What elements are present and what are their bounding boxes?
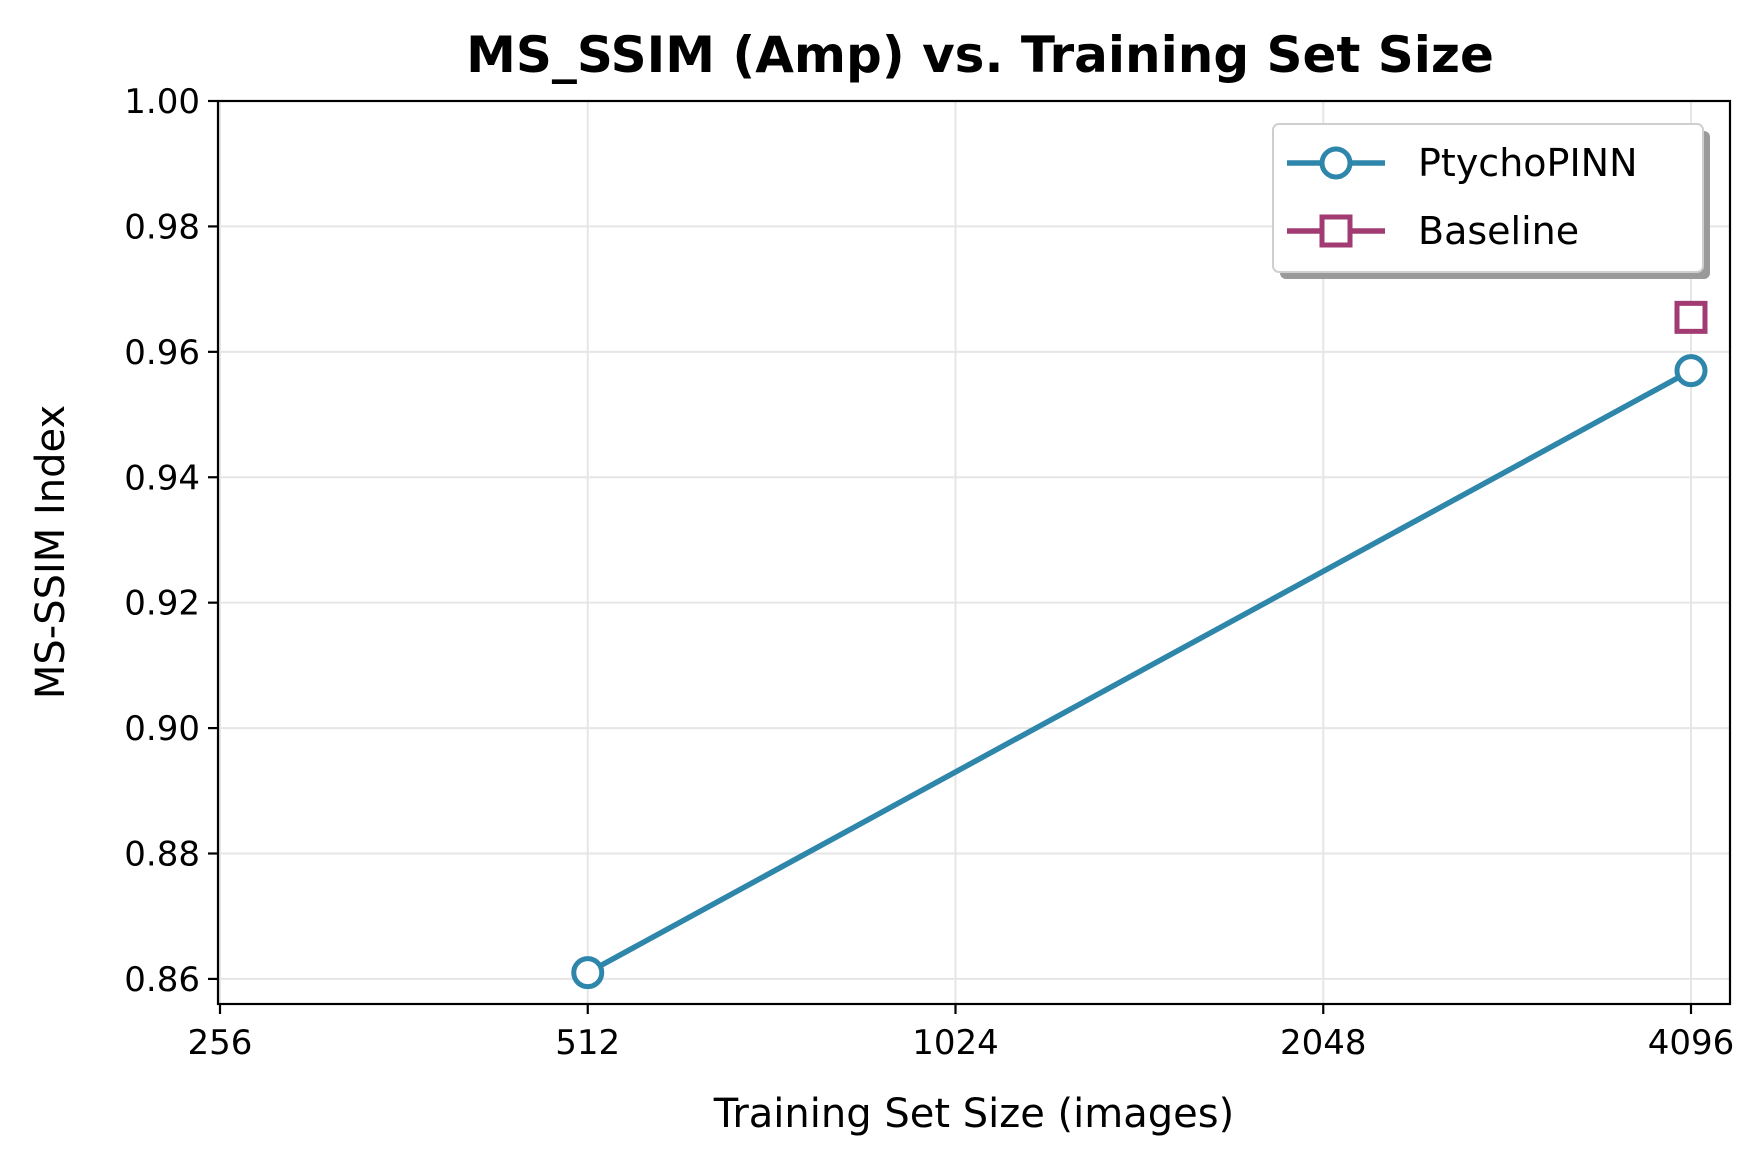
x-axis-ticks: 256 512 1024 2048 4096 — [188, 1004, 1735, 1063]
plot-area-frame — [216, 99, 1732, 1006]
legend: PtychoPINN Baseline — [1272, 123, 1710, 279]
legend-label: Baseline — [1418, 209, 1579, 253]
x-tick-label: 256 — [188, 1023, 253, 1063]
x-tick-label: 512 — [555, 1023, 620, 1063]
y-tick-label: 0.94 — [124, 458, 200, 498]
y-tick-label: 0.88 — [124, 835, 200, 875]
y-tick-label: 0.98 — [124, 207, 200, 247]
y-tick-label: 0.90 — [124, 709, 200, 749]
chart-title: MS_SSIM (Amp) vs. Training Set Size — [466, 26, 1494, 84]
data-point-ptychopinn — [571, 956, 605, 990]
y-tick-label: 0.92 — [124, 584, 200, 624]
legend-marker-circle — [1319, 146, 1353, 180]
y-axis-ticks: 0.86 0.88 0.90 0.92 0.94 0.96 0.98 1.00 — [124, 82, 218, 1000]
legend-marker-square — [1319, 214, 1353, 248]
y-tick-label: 1.00 — [124, 82, 200, 122]
y-tick-label: 0.96 — [124, 333, 200, 373]
y-axis-label: MS-SSIM Index — [28, 405, 74, 699]
x-tick-label: 1024 — [912, 1023, 999, 1063]
series-layer — [571, 300, 1708, 990]
x-tick-label: 4096 — [1648, 1023, 1735, 1063]
x-tick-label: 2048 — [1280, 1023, 1367, 1063]
legend-label: PtychoPINN — [1418, 141, 1638, 185]
data-point-ptychopinn — [1674, 354, 1708, 388]
x-axis-label: Training Set Size (images) — [713, 1091, 1234, 1137]
y-tick-label: 0.86 — [124, 960, 200, 1000]
data-point-baseline — [1674, 300, 1708, 334]
series-line-ptychopinn — [585, 367, 1694, 976]
